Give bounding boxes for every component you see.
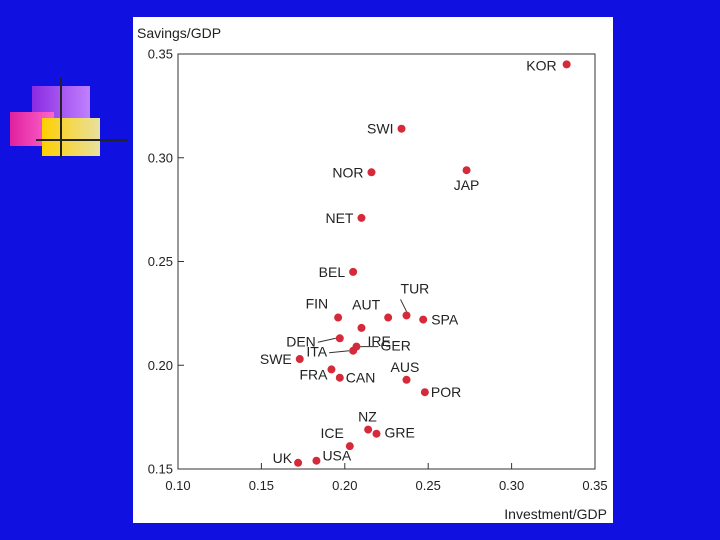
x-tick-label: 0.15 (249, 478, 274, 493)
data-point-por (420, 388, 429, 397)
data-point-aus (402, 375, 411, 384)
data-point-uk (294, 458, 303, 467)
point-label-jap: JAP (454, 177, 480, 193)
y-tick-label: 0.30 (148, 150, 173, 165)
data-point-bel (349, 267, 358, 276)
leader-line-tur (400, 299, 407, 312)
point-label-fin: FIN (306, 296, 329, 312)
point-label-gre: GRE (384, 425, 414, 441)
data-point-ire (357, 323, 366, 332)
x-tick-label: 0.35 (582, 478, 607, 493)
point-label-den: DEN (286, 333, 316, 349)
data-point-can (335, 373, 344, 382)
point-label-por: POR (431, 384, 461, 400)
point-label-ire: IRE (367, 333, 390, 349)
data-point-net (357, 213, 366, 222)
y-axis-title: Savings/GDP (137, 25, 221, 41)
data-point-usa (312, 456, 321, 465)
point-label-aus: AUS (391, 359, 420, 375)
data-point-aut (384, 313, 393, 322)
data-point-ger (352, 342, 361, 351)
point-label-nor: NOR (332, 164, 363, 180)
point-label-kor: KOR (526, 57, 556, 73)
point-label-nz: NZ (358, 409, 377, 425)
horizontal-line-decoration (36, 139, 128, 141)
x-tick-label: 0.25 (416, 478, 441, 493)
y-axis-ticks: 0.15 0.20 0.25 0.30 0.35 (148, 47, 184, 477)
x-axis-ticks: 0.10 0.15 0.20 0.25 0.30 0.35 (165, 463, 608, 493)
data-point-swe (295, 355, 304, 364)
vertical-line-decoration (60, 78, 62, 158)
point-label-ita: ITA (306, 344, 327, 360)
point-label-uk: UK (273, 450, 293, 466)
leader-lines (317, 299, 407, 354)
y-tick-label: 0.35 (148, 47, 173, 62)
point-label-net: NET (325, 210, 353, 226)
data-point-fin (334, 313, 343, 322)
point-label-spa: SPA (431, 312, 459, 328)
data-point-gre (372, 429, 381, 438)
point-label-swe: SWE (260, 351, 292, 367)
y-tick-label: 0.20 (148, 358, 173, 373)
data-point-spa (419, 315, 428, 324)
point-label-fra: FRA (299, 366, 328, 382)
y-tick-label: 0.15 (148, 462, 173, 477)
x-axis-title: Investment/GDP (504, 506, 607, 522)
data-points (294, 60, 571, 467)
data-point-swi (397, 124, 406, 133)
data-point-tur (402, 311, 411, 320)
y-tick-label: 0.25 (148, 254, 173, 269)
data-point-jap (462, 166, 471, 175)
chart-panel: Savings/GDP Investment/GDP 0.15 0.20 0.25 0… (133, 17, 613, 523)
point-label-swi: SWI (367, 121, 393, 137)
data-point-nor (367, 168, 376, 177)
data-point-nz (364, 425, 373, 434)
plot-frame (177, 53, 596, 470)
leader-line-den (317, 337, 336, 343)
data-point-kor (562, 60, 571, 69)
leader-line-ita (329, 350, 350, 354)
point-label-usa: USA (322, 448, 351, 464)
point-label-can: CAN (346, 370, 376, 386)
data-point-fra (327, 365, 336, 374)
data-point-ice (345, 442, 354, 451)
data-point-den (335, 334, 344, 343)
x-tick-label: 0.20 (332, 478, 357, 493)
point-label-aut: AUT (352, 297, 380, 313)
yellow-square-decoration (42, 118, 100, 156)
x-tick-label: 0.10 (165, 478, 190, 493)
point-label-ice: ICE (320, 425, 343, 441)
x-tick-label: 0.30 (499, 478, 524, 493)
point-label-bel: BEL (319, 264, 346, 280)
point-label-tur: TUR (401, 280, 430, 296)
point-label-ger: GER (380, 338, 410, 354)
scatter-chart: Savings/GDP Investment/GDP 0.150.200.250… (137, 25, 608, 522)
